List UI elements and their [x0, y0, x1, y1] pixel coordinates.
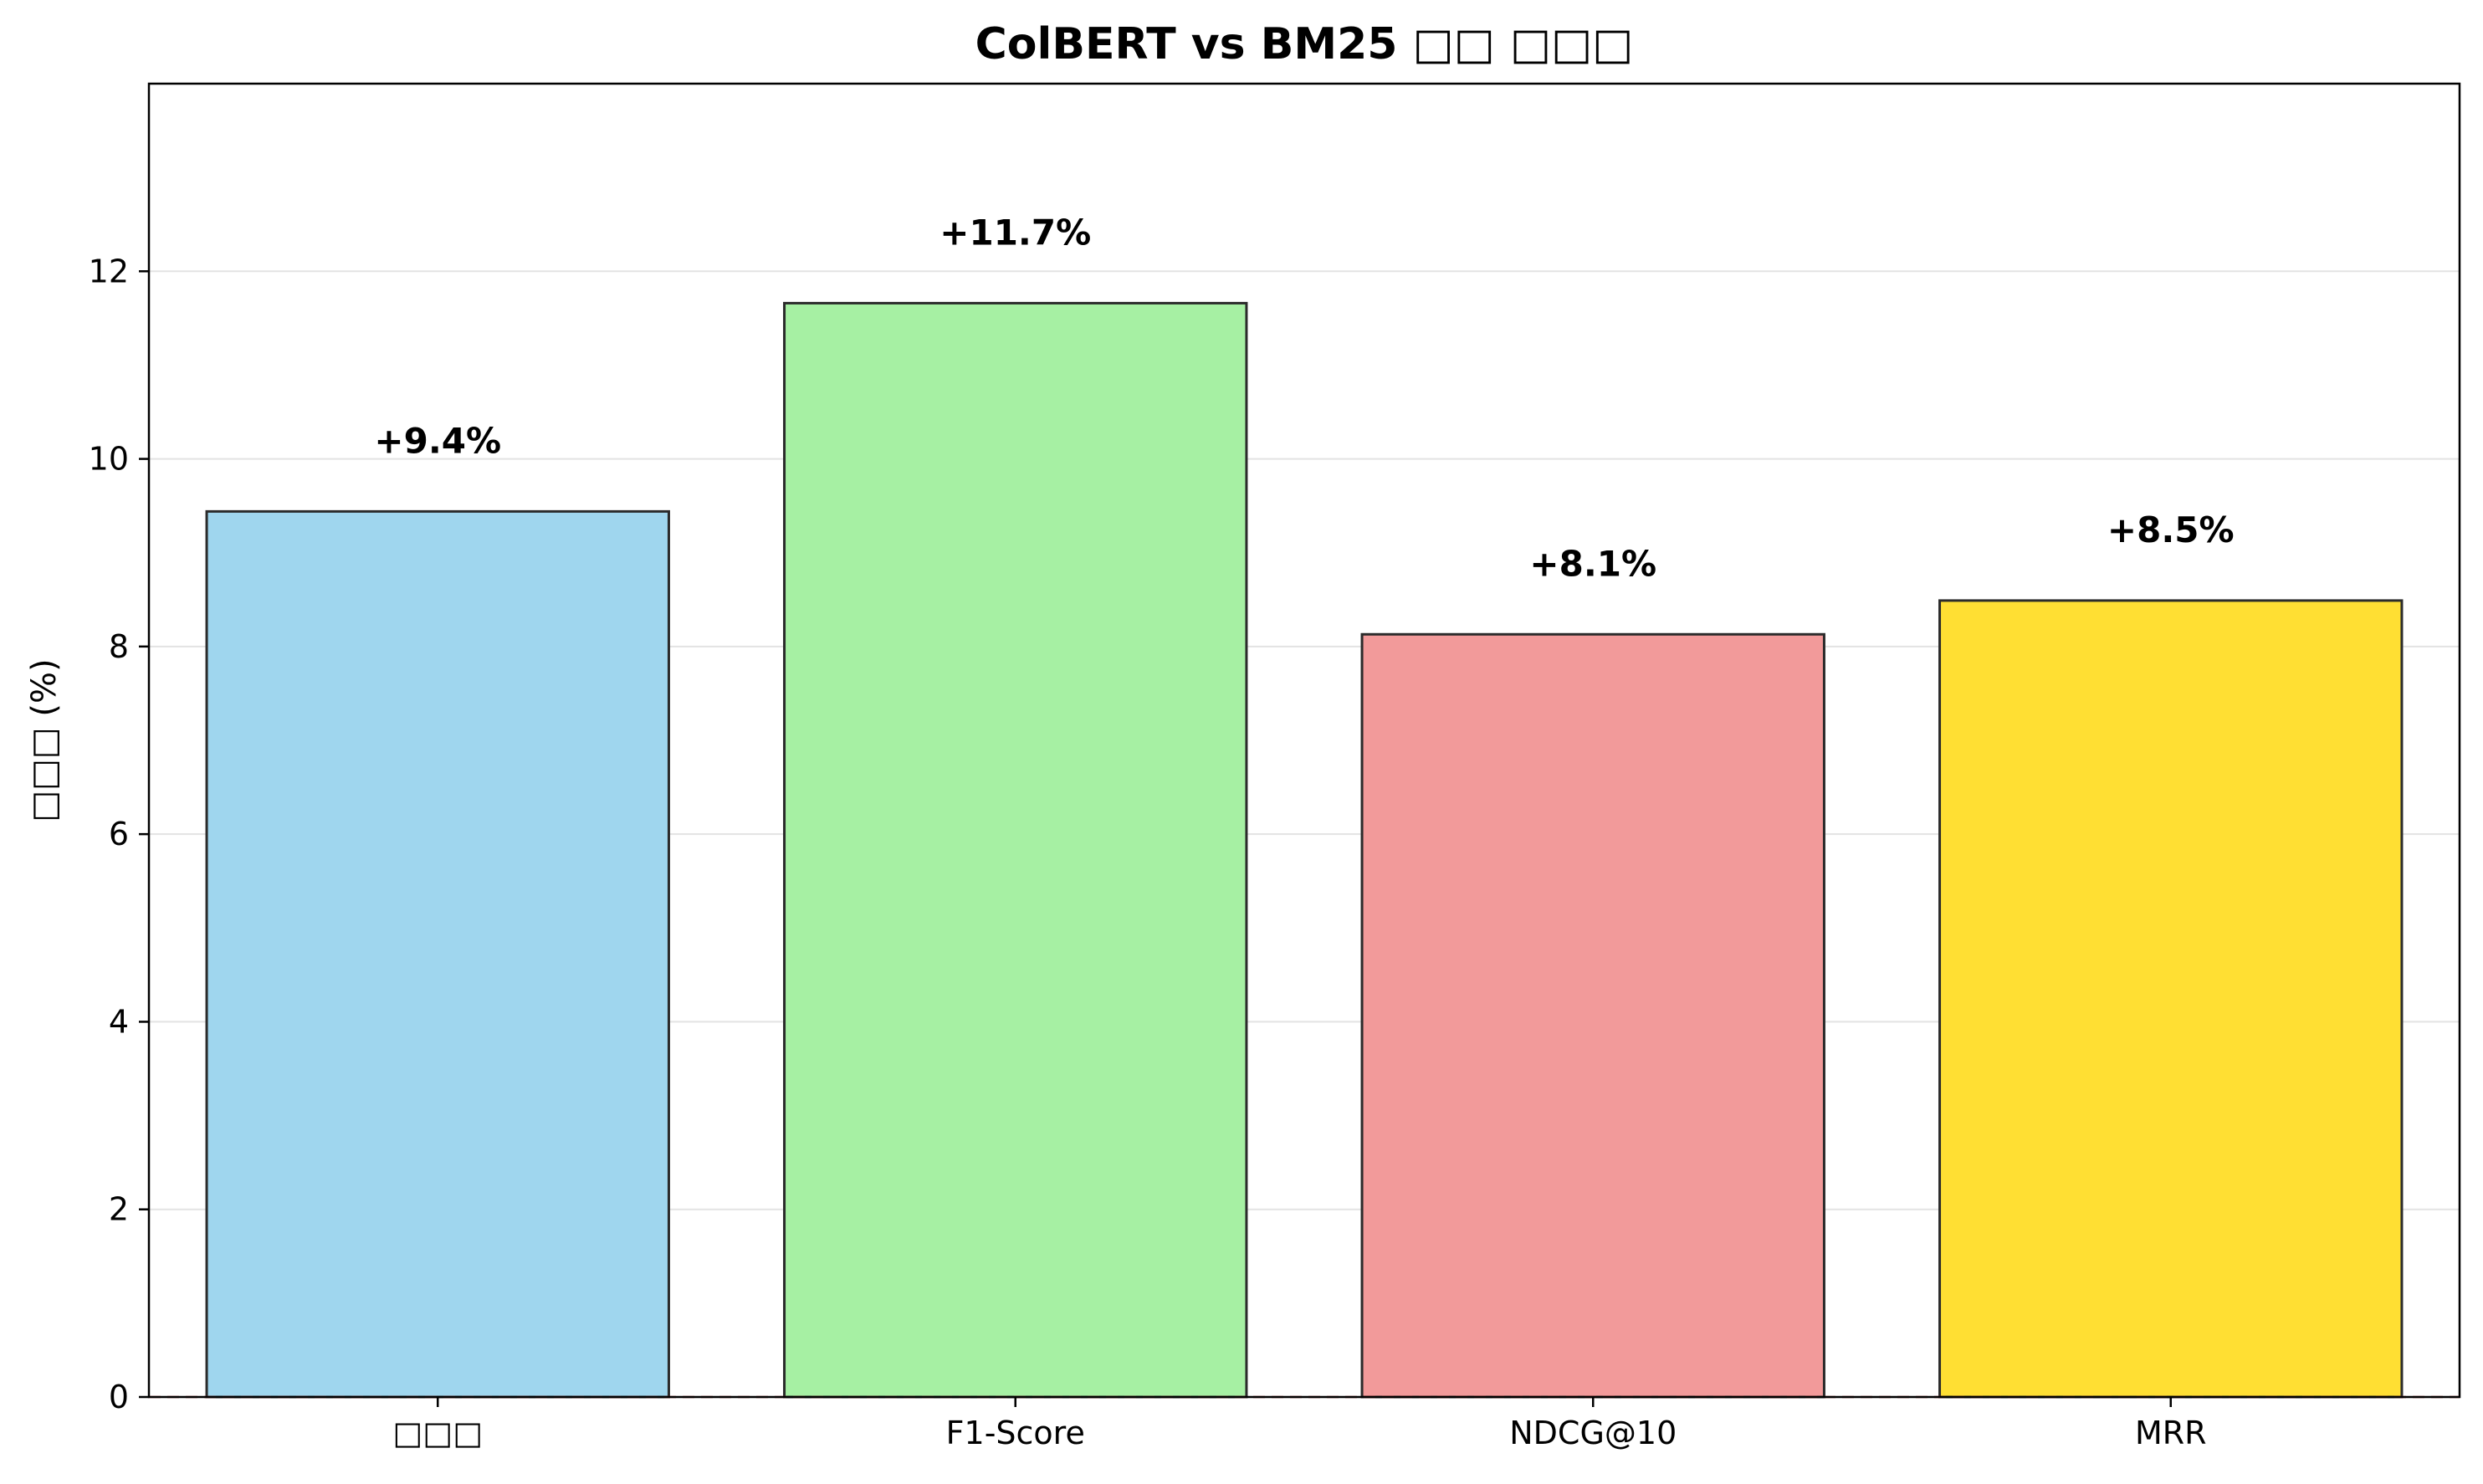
- bars: [205, 301, 2404, 1399]
- y-tick-label: 0: [109, 1379, 129, 1415]
- y-tick-label: 12: [89, 253, 129, 289]
- bar: [783, 301, 1248, 1399]
- value-labels: +9.4% +11.7% +8.1% +8.5%: [374, 212, 2234, 584]
- chart-title: ColBERT vs BM25 □□ □□□: [975, 19, 1634, 69]
- x-tick-label: F1-Score: [946, 1415, 1085, 1451]
- bar: [205, 509, 670, 1399]
- y-tick-label: 10: [89, 441, 129, 478]
- value-label: +8.5%: [2107, 509, 2235, 550]
- axis-ticks: 0 2 4 6 8 10 12 □□□ F1-Score NDCG@10 MRR: [89, 253, 2207, 1451]
- bar: [1938, 599, 2404, 1399]
- x-tick-label: □□□: [392, 1415, 483, 1451]
- y-tick-label: 6: [109, 816, 129, 852]
- y-tick-label: 8: [109, 628, 129, 665]
- bar: [1360, 632, 1825, 1399]
- plot-frame: [147, 82, 2461, 1399]
- value-label: +9.4%: [374, 420, 501, 461]
- value-label: +11.7%: [939, 212, 1091, 253]
- value-label: +8.1%: [1529, 543, 1656, 584]
- x-tick-label: NDCG@10: [1509, 1415, 1677, 1451]
- y-tick-label: 2: [109, 1191, 129, 1228]
- y-axis-label: □□□ (%): [25, 658, 64, 821]
- x-tick-label: MRR: [2135, 1415, 2207, 1451]
- y-tick-label: 4: [109, 1003, 129, 1040]
